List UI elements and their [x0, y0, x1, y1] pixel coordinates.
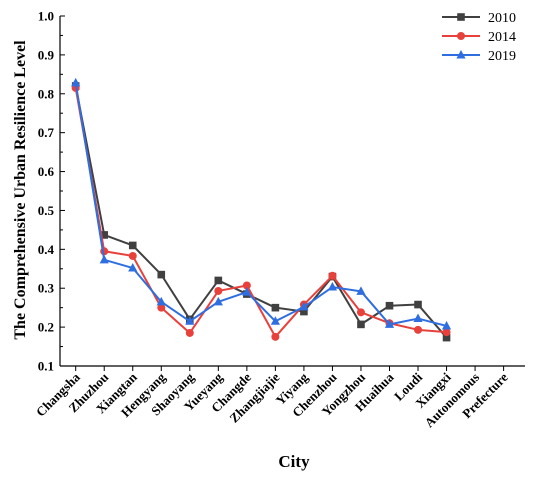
data-point [441, 320, 452, 330]
y-tick-label: 1.0 [38, 9, 54, 24]
data-point [414, 325, 423, 334]
data-point [128, 241, 137, 250]
legend-label: 2019 [488, 49, 516, 64]
legend-item: 2014 [442, 30, 516, 45]
legend-item: 2019 [442, 49, 516, 64]
series-2014 [71, 83, 451, 341]
data-point [356, 286, 366, 295]
data-point [414, 300, 422, 309]
legend: 2010 2014 2019 [442, 11, 516, 64]
y-tick-label: 0.8 [38, 86, 55, 101]
x-axis: ChangshaZhuzhouXiangtanHengyangShaoyangY… [33, 366, 511, 430]
y-tick-label: 0.1 [38, 359, 54, 374]
data-point [385, 301, 394, 310]
data-point [99, 254, 109, 264]
data-point [457, 32, 465, 40]
data-point [71, 77, 81, 87]
data-point [157, 270, 166, 279]
data-point [442, 328, 451, 337]
data-point [270, 316, 280, 325]
data-point [214, 286, 223, 295]
data-point [413, 313, 423, 323]
series-2019 [71, 77, 452, 330]
legend-item: 2010 [442, 11, 516, 26]
data-point [185, 316, 195, 325]
y-tick-label: 0.7 [38, 125, 55, 140]
y-tick-label: 0.3 [38, 281, 55, 296]
y-tick-label: 0.4 [38, 242, 55, 257]
data-point [457, 13, 465, 21]
data-point [242, 287, 252, 296]
data-point [214, 276, 223, 285]
data-point [157, 303, 166, 312]
x-axis-label: City [278, 452, 310, 471]
data-point [357, 320, 365, 329]
series-line [74, 82, 447, 327]
data-point [327, 282, 338, 291]
series-line [74, 87, 447, 338]
data-point [328, 271, 337, 280]
data-point [456, 50, 466, 59]
data-point [128, 263, 138, 272]
data-point [128, 251, 137, 260]
y-tick-label: 0.2 [38, 320, 54, 335]
y-tick-label: 0.6 [38, 164, 55, 179]
legend-label: 2010 [488, 11, 516, 26]
series-group [71, 77, 452, 342]
data-point [300, 307, 308, 316]
y-axis: 0.1 0.2 0.3 0.4 0.5 0.6 0.7 0.8 0.9 1.0 [38, 9, 65, 374]
data-point [156, 296, 166, 306]
legend-label: 2014 [488, 30, 516, 45]
data-point [242, 281, 251, 290]
y-tick-label: 0.5 [38, 203, 55, 218]
data-point [299, 301, 309, 311]
data-point [100, 231, 109, 239]
data-point [185, 328, 194, 337]
data-point [356, 308, 365, 317]
series-2010 [71, 82, 451, 342]
data-point [442, 333, 451, 342]
y-axis-label: The Comprehensive Urban Resilience Level [12, 40, 29, 340]
data-point [271, 303, 280, 312]
data-point [384, 319, 395, 328]
data-point [271, 332, 280, 341]
data-point [213, 296, 223, 306]
series-line [74, 85, 448, 339]
y-tick-label: 0.9 [38, 47, 55, 62]
